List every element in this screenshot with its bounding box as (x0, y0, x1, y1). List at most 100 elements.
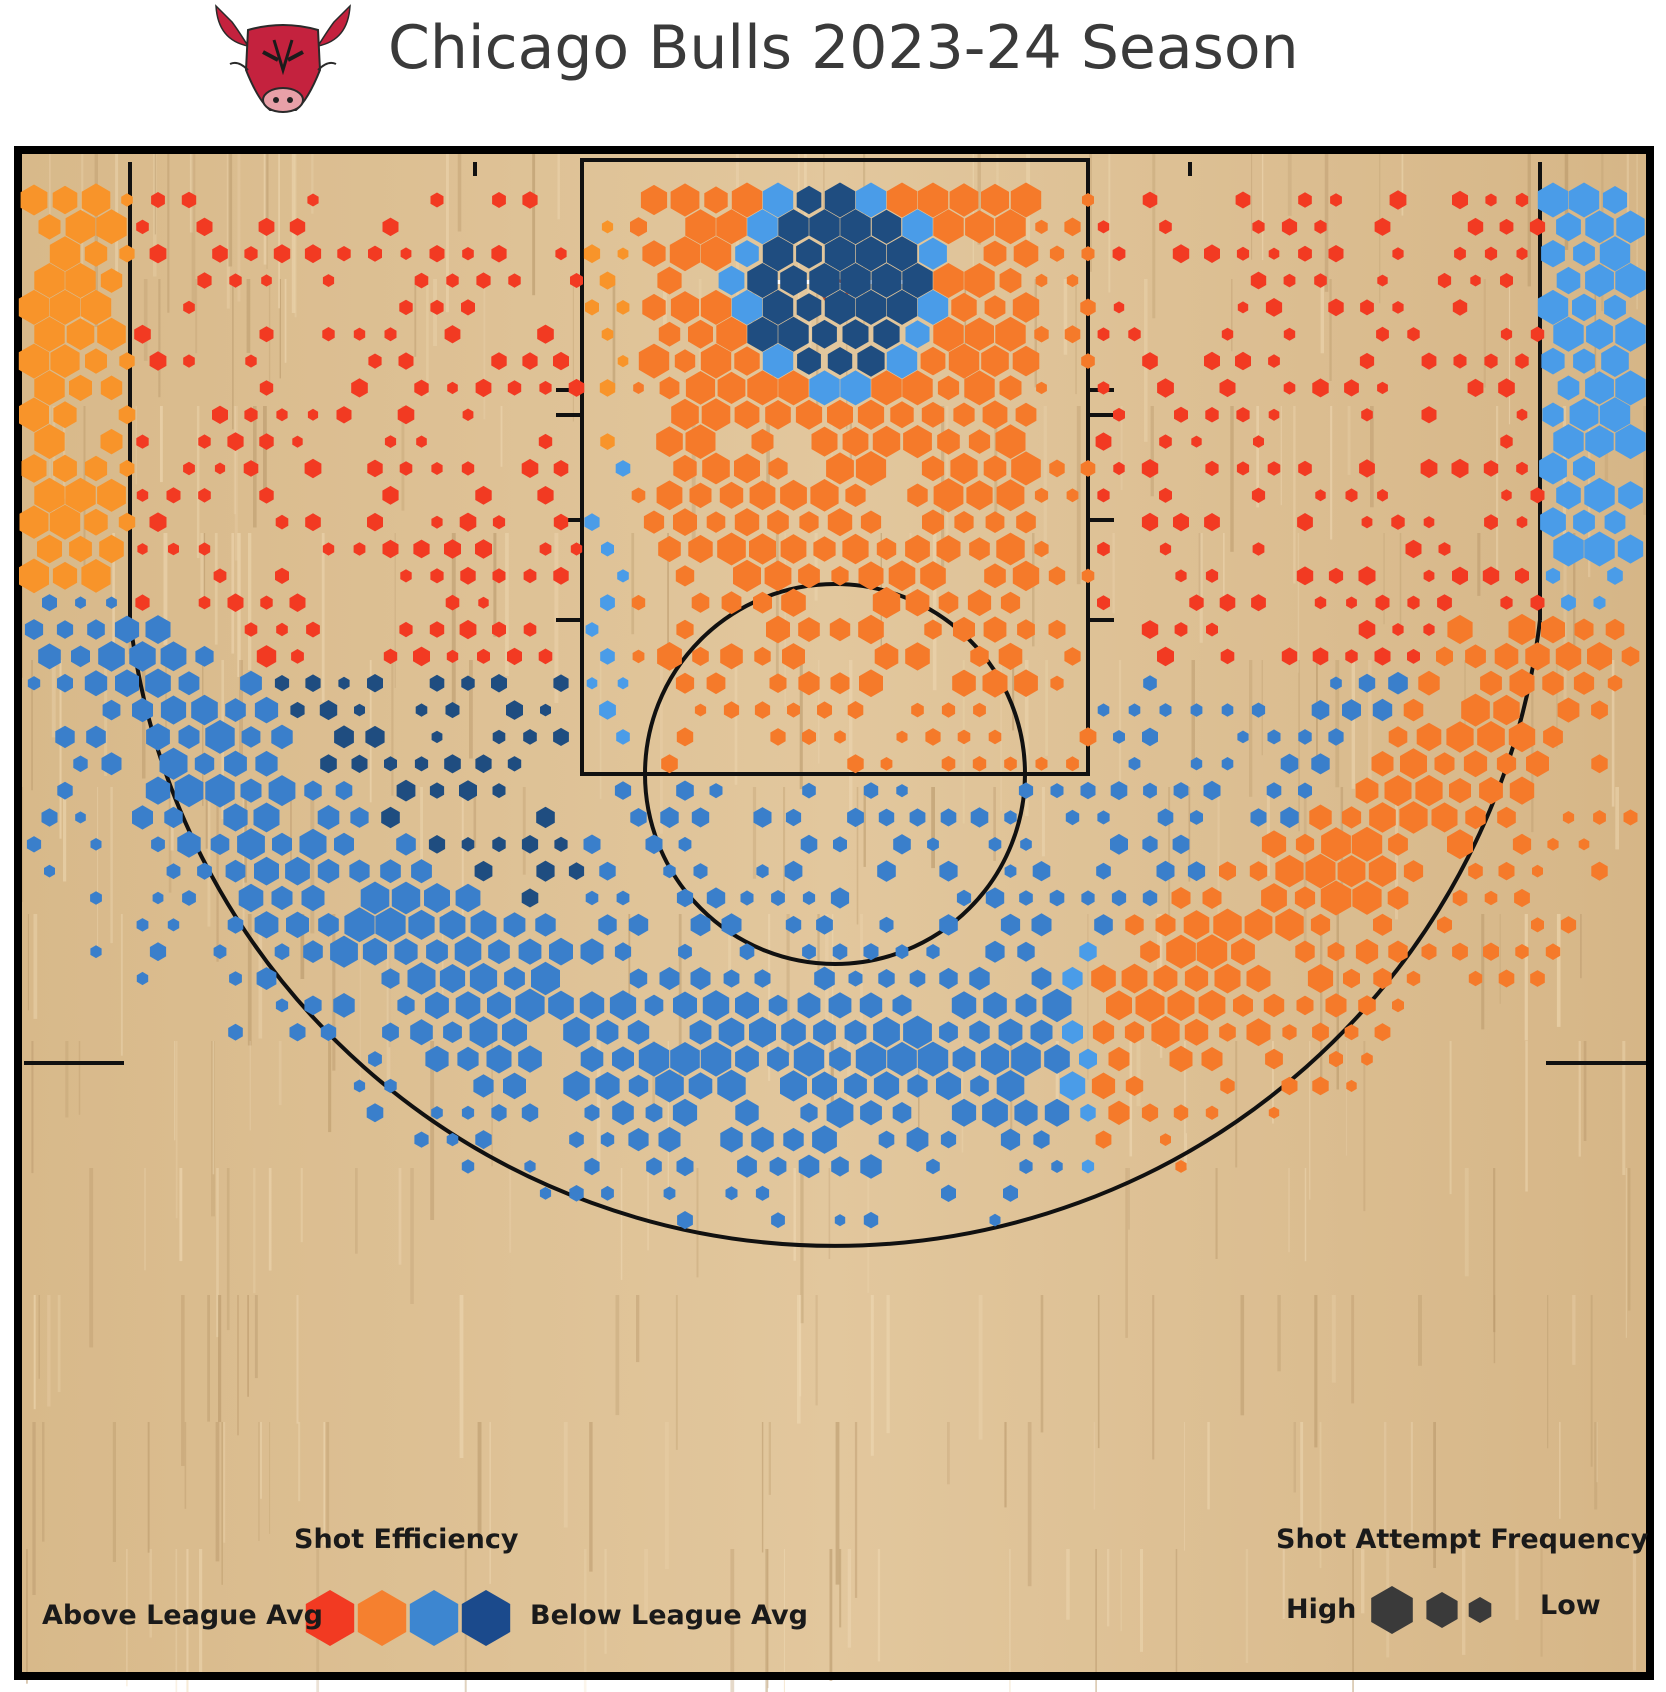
shot-hexbin (1532, 864, 1543, 878)
shot-hexbin (1358, 673, 1376, 693)
shot-hexbin (368, 1051, 382, 1067)
shot-hexbin (238, 883, 264, 913)
shot-hexbin (933, 263, 964, 298)
shot-hexbin (844, 1072, 867, 1100)
shot-hexbin (391, 881, 421, 915)
shot-hexbin (988, 837, 1002, 852)
shot-hexbin (1062, 966, 1083, 991)
shot-hexbin (995, 424, 1026, 459)
shot-hexbin (1623, 809, 1638, 826)
shot-hexbin (1437, 916, 1452, 934)
shot-hexbin (523, 568, 537, 584)
shot-hexbin (1000, 913, 1021, 936)
shot-hexbin (956, 889, 972, 907)
shot-hexbin (858, 614, 884, 645)
shot-hexbin (769, 1156, 787, 1177)
shot-hexbin (1593, 595, 1606, 610)
shot-hexbin (1014, 1099, 1038, 1127)
shot-hexbin (1280, 753, 1299, 774)
shot-hexbin (1446, 721, 1474, 753)
shot-hexbin (1607, 566, 1623, 585)
shot-hexbin (1094, 914, 1113, 936)
shot-hexbin (1361, 515, 1373, 529)
shot-hexbin (1140, 940, 1160, 963)
shot-hexbin (1540, 507, 1566, 538)
shot-hexbin (1004, 756, 1017, 772)
shot-hexbin (492, 192, 506, 208)
shot-hexbin (689, 482, 712, 509)
shot-hexbin (18, 343, 50, 379)
shot-hexbin (995, 209, 1026, 245)
shot-hexbin (871, 263, 902, 298)
shot-hexbin (196, 217, 213, 237)
shot-hexbin (1142, 835, 1158, 854)
shot-hexbin (1615, 316, 1646, 352)
shot-hexbin (1355, 938, 1379, 965)
shot-hexbin (1586, 318, 1613, 350)
shot-hexbin (628, 913, 649, 936)
shot-hexbin (658, 1126, 681, 1153)
shot-hexbin (445, 702, 460, 719)
shot-hexbin (455, 991, 481, 1020)
shot-hexbin (677, 1211, 693, 1230)
shot-hexbin (87, 619, 105, 640)
shot-hexbin (522, 352, 538, 370)
shot-hexbin (1219, 861, 1236, 881)
shot-hexbin (753, 807, 772, 828)
shot-hexbin (1091, 964, 1116, 993)
shot-hexbin (847, 807, 864, 828)
shot-hexbin (969, 1020, 990, 1044)
shot-hexbin (1157, 808, 1174, 827)
shot-hexbin (937, 375, 960, 401)
shot-hexbin (1416, 722, 1442, 752)
shot-hexbin (660, 806, 679, 829)
shot-hexbin (827, 508, 853, 537)
shot-hexbin (307, 408, 319, 421)
shot-hexbin (764, 560, 792, 592)
shot-hexbin (863, 1211, 879, 1229)
shot-hexbin (1143, 782, 1157, 799)
shot-hexbin (717, 371, 746, 404)
shot-hexbin (1263, 993, 1285, 1018)
shot-hexbin (840, 209, 871, 245)
shot-hexbin (1044, 1044, 1070, 1074)
shot-hexbin (1359, 459, 1375, 478)
shot-hexbin (535, 913, 556, 937)
shot-hexbin (585, 299, 599, 316)
shot-hexbin (446, 273, 459, 288)
shot-hexbin (721, 591, 742, 615)
shot-hexbin (210, 833, 230, 855)
shot-hexbin (166, 487, 181, 504)
shot-hexbin (1268, 408, 1280, 421)
shot-hexbin (984, 295, 1006, 320)
shot-hexbin (798, 617, 820, 642)
shot-hexbin (952, 1045, 976, 1073)
shot-hexbin (1311, 753, 1330, 775)
shot-hexbin (780, 479, 807, 511)
shot-hexbin (579, 991, 605, 1020)
shot-hexbin (461, 461, 475, 476)
shot-hexbin (253, 802, 280, 833)
shot-hexbin (1167, 989, 1195, 1021)
shot-hexbin (492, 515, 506, 530)
shot-hexbin (1452, 566, 1468, 586)
shot-hexbin (306, 621, 320, 638)
shot-hexbin (383, 648, 398, 665)
shot-hexbin (49, 236, 81, 272)
shot-hexbin (368, 245, 382, 262)
shot-hexbin (195, 645, 214, 667)
shot-hexbin (1355, 777, 1379, 804)
shot-hexbin (771, 1212, 785, 1229)
shot-hexbin (337, 246, 351, 262)
shot-hexbin (431, 730, 443, 744)
shot-hexbin (1555, 641, 1582, 671)
shot-hexbin (1237, 301, 1249, 314)
shot-hexbin (151, 192, 165, 208)
shot-hexbin (966, 480, 993, 511)
shot-hexbin (1235, 351, 1251, 371)
shot-hexbin (1156, 860, 1175, 882)
shot-hexbin (1541, 240, 1565, 268)
shot-hexbin (272, 832, 292, 856)
shot-hexbin (674, 349, 696, 373)
shot-hexbin (892, 1102, 912, 1124)
